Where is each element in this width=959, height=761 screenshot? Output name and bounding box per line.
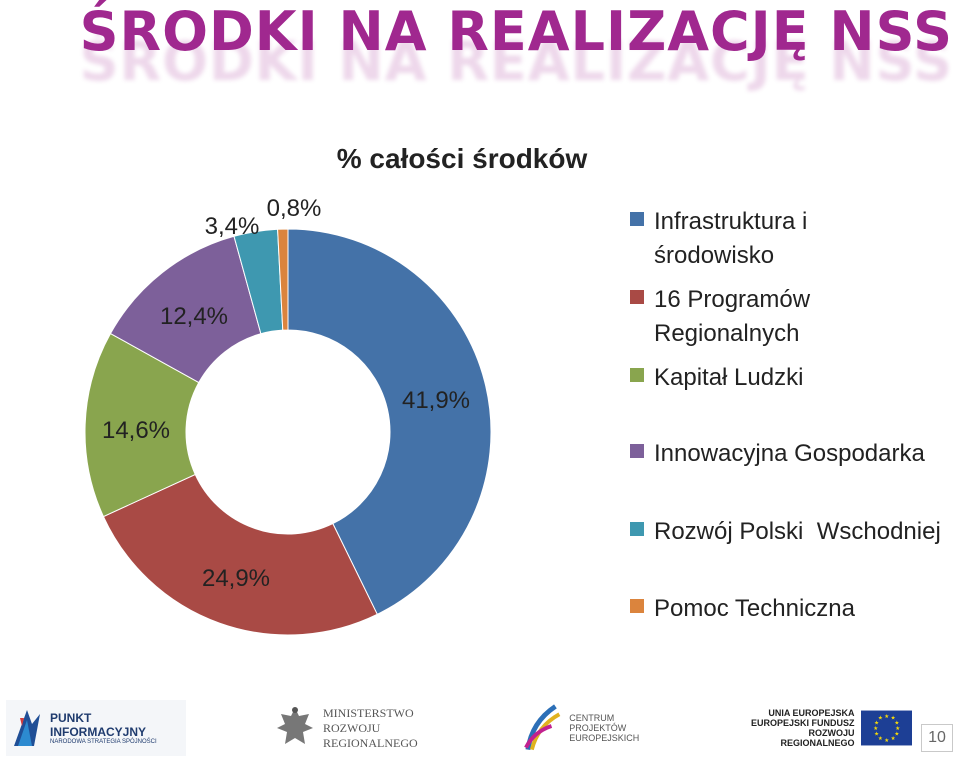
footer-logos: PUNKT INFORMACYJNY NARODOWA STRATEGIA SP… (0, 700, 959, 761)
logo-text: ROZWOJU (323, 720, 381, 735)
slice-data-label: 3,4% (205, 213, 260, 240)
logo-text: REGIONALNEGO (323, 735, 418, 750)
svg-text:★: ★ (890, 736, 895, 742)
donut-slice (277, 228, 289, 331)
svg-text:★: ★ (877, 736, 882, 742)
legend-label: Rozwój Polski Wschodniej (654, 518, 941, 545)
logo-text: EUROPEJSKI FUNDUSZ (751, 718, 855, 728)
slide-title: ŚRODKI NA REALIZACJĘ NSS (79, 0, 953, 63)
donut-chart: % całości środków 41,9% 24,9% 14,6% 12,4% 3,… (84, 143, 588, 636)
legend-item-rozwoj-polski-wschodniej: Rozwój Polski Wschodniej (630, 515, 954, 549)
logo-text: UNIA EUROPEJSKA (768, 708, 855, 718)
legend-item-pomoc-techniczna: Pomoc Techniczna (630, 592, 954, 626)
slice-data-label: 24,9% (202, 565, 270, 592)
donut-slice (287, 228, 492, 615)
logo-centrum-projektow: CENTRUM PROJEKTÓW EUROPEJSKICH (522, 700, 672, 756)
svg-text:★: ★ (894, 731, 899, 737)
legend-swatch (630, 599, 644, 613)
svg-text:★: ★ (890, 716, 895, 722)
cpe-swoosh-icon (524, 704, 561, 751)
logo-unia-europejska: UNIA EUROPEJSKA EUROPEJSKI FUNDUSZ ROZWO… (742, 700, 912, 756)
svg-text:★: ★ (895, 726, 900, 732)
logo-text: INFORMACYJNY (50, 725, 147, 739)
svg-text:★: ★ (884, 714, 889, 720)
legend-item-innowacyjna-gospodarka: Innowacyjna Gospodarka (630, 437, 954, 471)
svg-text:★: ★ (894, 720, 899, 726)
legend-item-programy-regionalne: 16 Programów Regionalnych (630, 283, 834, 351)
eagle-emblem-icon (277, 707, 313, 744)
svg-text:★: ★ (877, 716, 882, 722)
svg-text:★: ★ (873, 726, 878, 732)
logo-text: ROZWOJU REGIONALNEGO (780, 728, 855, 748)
legend-swatch (630, 290, 644, 304)
logo-punkt-informacyjny: PUNKT INFORMACYJNY NARODOWA STRATEGIA SP… (6, 700, 186, 756)
legend-swatch (630, 212, 644, 226)
logo-text: PUNKT (50, 711, 92, 725)
logo-text: CENTRUM PROJEKTÓW (569, 713, 627, 733)
eu-flag-icon: ★ ★★ ★★★ ★★★ ★★★ (860, 710, 912, 746)
svg-text:★: ★ (884, 738, 889, 744)
logo-ministerstwo: MINISTERSTWO ROZWOJU REGIONALNEGO (275, 700, 425, 756)
legend-swatch (630, 522, 644, 536)
legend-swatch (630, 368, 644, 382)
slice-data-label: 14,6% (102, 417, 170, 444)
chart-title: % całości środków (337, 143, 588, 174)
legend-item-kapital-ludzki: Kapitał Ludzki (630, 361, 954, 395)
legend-label: Innowacyjna Gospodarka (654, 440, 925, 467)
slice-data-label: 12,4% (160, 303, 228, 330)
legend-swatch (630, 444, 644, 458)
legend-label: 16 Programów Regionalnych (654, 286, 811, 347)
slice-data-label: 0,8% (267, 195, 322, 222)
legend-item-infrastruktura: Infrastruktura i środowisko (630, 205, 834, 273)
svg-text:★: ★ (874, 731, 879, 737)
donut-slice (84, 332, 200, 518)
page-number: 10 (921, 724, 953, 752)
svg-text:★: ★ (874, 720, 879, 726)
slice-data-label: 41,9% (402, 387, 470, 414)
donut-slice (102, 473, 378, 636)
logo-text: NARODOWA STRATEGIA SPÓJNOŚCI (50, 739, 157, 745)
legend-label: Kapitał Ludzki (654, 364, 804, 391)
logo-text: EUROPEJSKICH (569, 733, 640, 743)
legend-label: Infrastruktura i środowisko (654, 208, 808, 269)
logo-text: MINISTERSTWO (323, 705, 414, 720)
nss-logo-icon (14, 710, 40, 746)
legend-label: Pomoc Techniczna (654, 595, 855, 622)
